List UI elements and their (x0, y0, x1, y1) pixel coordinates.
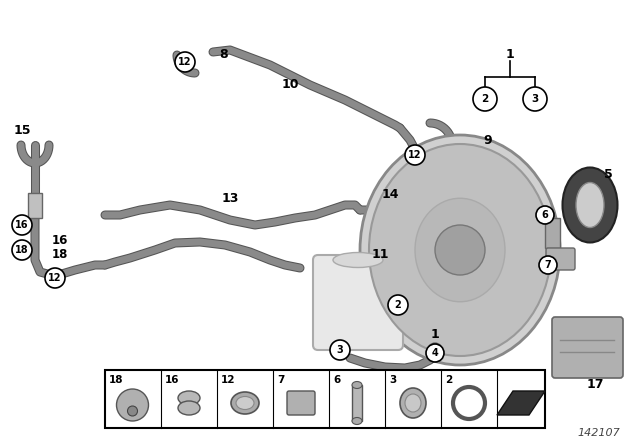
Ellipse shape (369, 144, 551, 356)
Text: 3: 3 (389, 375, 396, 385)
Ellipse shape (360, 135, 560, 365)
Text: 8: 8 (220, 48, 228, 61)
Text: 6: 6 (541, 210, 548, 220)
Circle shape (116, 389, 148, 421)
Ellipse shape (576, 182, 604, 228)
Bar (352, 385, 362, 421)
Bar (105, 370, 545, 428)
Ellipse shape (352, 418, 362, 425)
Ellipse shape (231, 392, 259, 414)
Circle shape (536, 206, 554, 224)
Text: 2: 2 (445, 375, 452, 385)
Text: 3: 3 (531, 94, 539, 104)
Text: 9: 9 (484, 134, 492, 146)
Ellipse shape (400, 388, 426, 418)
Text: 16: 16 (52, 233, 68, 246)
Text: 7: 7 (545, 260, 552, 270)
Text: 5: 5 (604, 168, 612, 181)
Text: 12: 12 (408, 150, 422, 160)
Circle shape (435, 225, 485, 275)
Text: 12: 12 (48, 273, 61, 283)
Ellipse shape (178, 391, 200, 405)
FancyBboxPatch shape (546, 248, 575, 270)
Text: 18: 18 (109, 375, 124, 385)
FancyBboxPatch shape (552, 317, 623, 378)
Circle shape (12, 215, 32, 235)
Text: 142107: 142107 (577, 428, 620, 438)
Bar (545, 218, 560, 248)
Circle shape (330, 340, 350, 360)
Circle shape (426, 344, 444, 362)
Text: 7: 7 (277, 375, 284, 385)
Text: 16: 16 (165, 375, 179, 385)
Text: 1: 1 (431, 328, 440, 341)
Bar (28, 193, 42, 218)
Text: 2: 2 (481, 94, 488, 104)
Ellipse shape (333, 253, 383, 267)
Text: 18: 18 (52, 249, 68, 262)
Ellipse shape (415, 198, 505, 302)
Text: 15: 15 (13, 124, 31, 137)
Circle shape (388, 295, 408, 315)
Ellipse shape (563, 168, 618, 242)
Ellipse shape (352, 382, 362, 388)
Text: 16: 16 (15, 220, 29, 230)
FancyBboxPatch shape (287, 391, 315, 415)
Text: 10: 10 (281, 78, 299, 91)
Circle shape (428, 343, 442, 357)
Circle shape (539, 256, 557, 274)
Ellipse shape (236, 396, 254, 409)
Polygon shape (497, 391, 545, 415)
Circle shape (405, 145, 425, 165)
Text: 13: 13 (221, 191, 239, 204)
Text: 11: 11 (371, 249, 388, 262)
Circle shape (523, 87, 547, 111)
Text: 4: 4 (431, 348, 438, 358)
Circle shape (127, 406, 138, 416)
Text: 6: 6 (333, 375, 340, 385)
Ellipse shape (178, 401, 200, 415)
Circle shape (175, 52, 195, 72)
Circle shape (473, 87, 497, 111)
Ellipse shape (405, 394, 421, 412)
Text: 1: 1 (506, 48, 515, 61)
Circle shape (12, 240, 32, 260)
Text: 17: 17 (586, 379, 604, 392)
Text: 12: 12 (179, 57, 192, 67)
FancyBboxPatch shape (313, 255, 403, 350)
Circle shape (45, 268, 65, 288)
Text: 3: 3 (337, 345, 344, 355)
Text: 18: 18 (15, 245, 29, 255)
Text: 12: 12 (221, 375, 236, 385)
Text: 14: 14 (381, 189, 399, 202)
Text: 2: 2 (395, 300, 401, 310)
